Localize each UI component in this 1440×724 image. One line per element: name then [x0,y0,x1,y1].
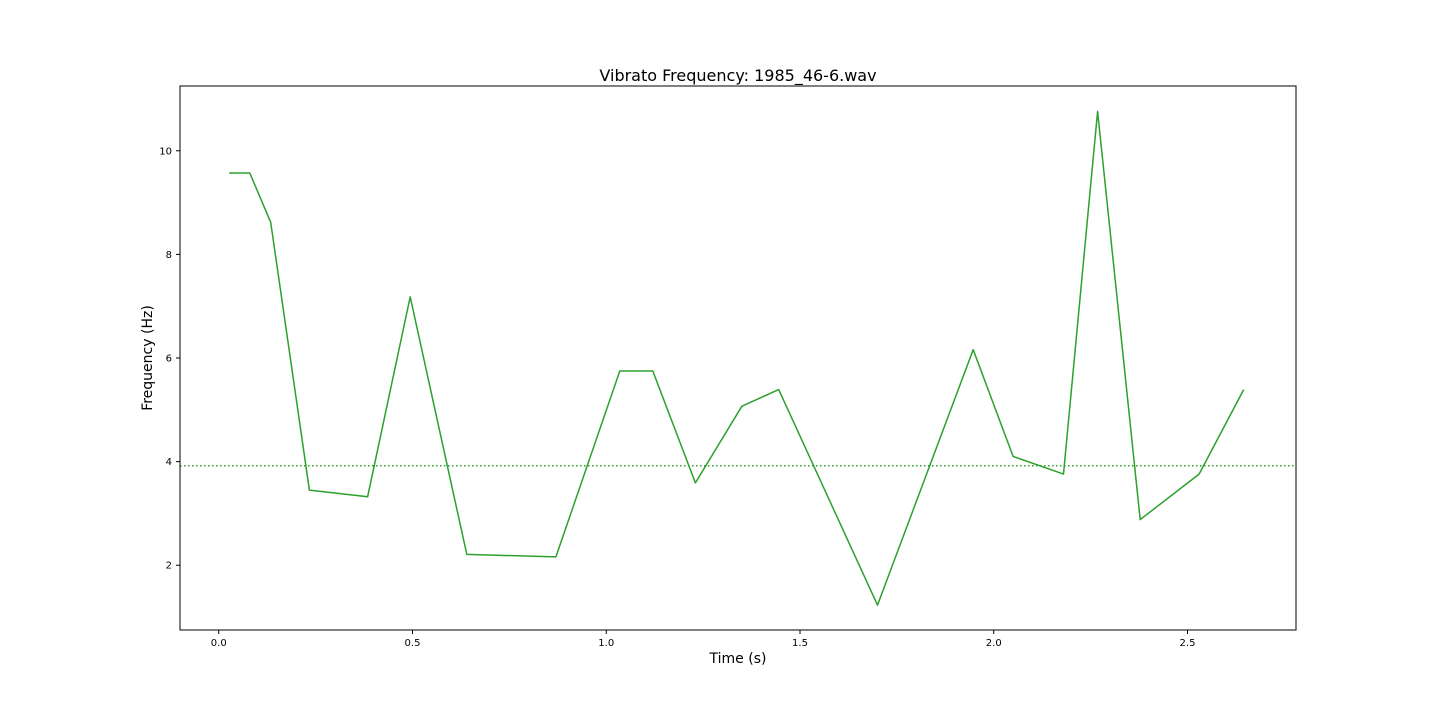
chart-title: Vibrato Frequency: 1985_46-6.wav [599,66,876,86]
y-tick-label: 4 [166,457,172,468]
y-axis-ticks: 2 4 6 8 10 [159,146,180,572]
x-axis-label: Time (s) [709,651,767,667]
plot-area [180,110,1296,606]
x-tick-label: 2.5 [1180,638,1196,649]
y-tick-label: 10 [159,146,172,157]
y-axis-label: Frequency (Hz) [140,305,156,411]
x-axis-ticks: 0.0 0.5 1.0 1.5 2.0 2.5 [211,630,1196,649]
y-tick-label: 2 [166,561,172,572]
x-tick-label: 1.5 [792,638,808,649]
frequency-series-line [229,110,1245,606]
plot-frame [179,85,1297,631]
x-tick-label: 2.0 [986,638,1002,649]
x-tick-label: 1.0 [598,638,614,649]
y-tick-label: 6 [166,354,172,365]
y-tick-label: 8 [166,250,172,261]
x-tick-label: 0.0 [211,638,227,649]
x-tick-label: 0.5 [405,638,421,649]
